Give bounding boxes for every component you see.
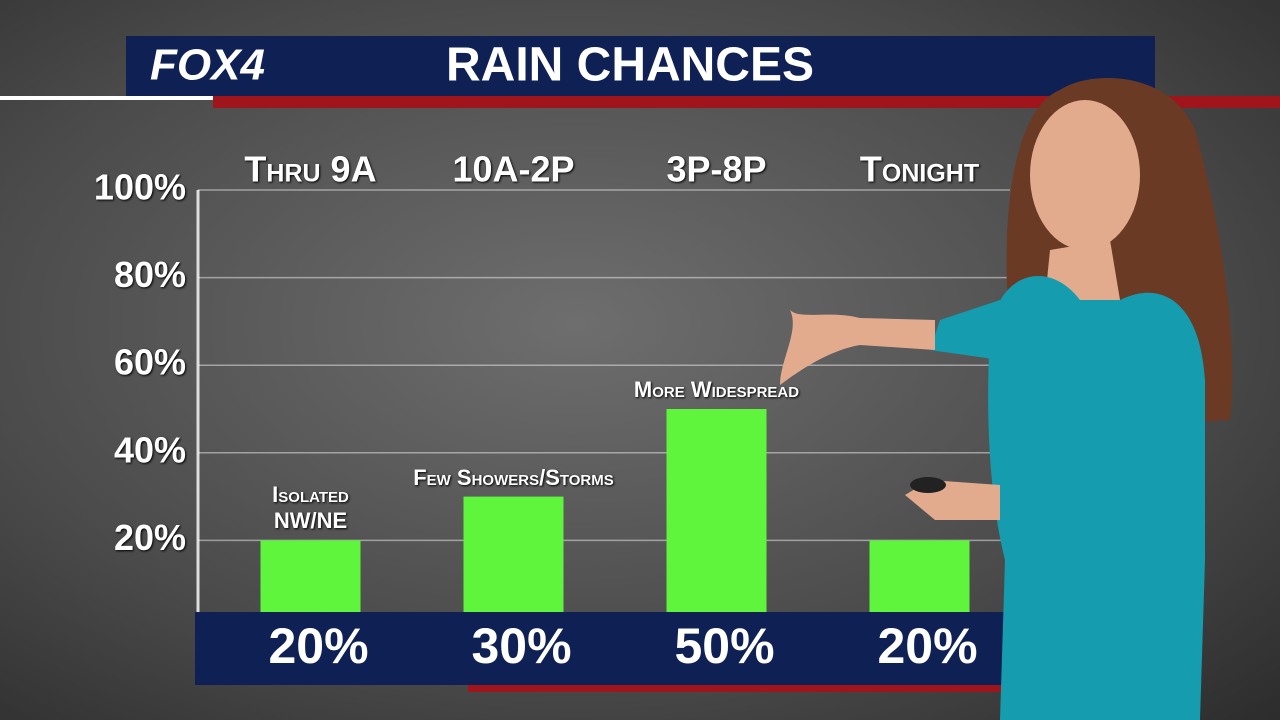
value-label: 20%	[268, 618, 368, 674]
x-tick-label: 3P-8P	[666, 149, 766, 190]
y-tick-label: 60%	[114, 342, 186, 383]
bar-annotation: More Widespread	[633, 377, 800, 402]
arm	[930, 300, 1000, 360]
value-label: 30%	[471, 618, 571, 674]
x-tick-label: Thru 9A	[244, 149, 376, 190]
bar-annotation: Isolated NW/NE	[272, 482, 349, 534]
banner-line	[0, 96, 213, 100]
value-label: 20%	[877, 618, 977, 674]
value-band-stripe	[468, 685, 1007, 692]
title-banner	[126, 36, 1155, 96]
banner-stripe	[213, 96, 1280, 108]
y-tick-label: 100%	[94, 167, 186, 208]
x-tick-label: 10A-2P	[452, 149, 574, 190]
clicker	[910, 477, 946, 493]
hand	[780, 310, 935, 385]
logo: FOX4	[150, 41, 265, 90]
y-tick-label: 40%	[114, 429, 186, 470]
face	[1030, 100, 1140, 250]
x-tick-label: Tonight	[860, 149, 979, 190]
bar-annotation: Few Showers/Storms	[413, 464, 614, 490]
y-tick-label: 20%	[114, 517, 186, 558]
chart-title: RAIN CHANCES	[446, 39, 814, 92]
bar	[666, 409, 767, 628]
presenter	[780, 78, 1233, 720]
value-label: 50%	[674, 618, 774, 674]
value-band	[195, 612, 1007, 685]
y-tick-label: 80%	[114, 254, 186, 295]
bar	[463, 496, 564, 628]
forearm	[1000, 470, 1110, 520]
